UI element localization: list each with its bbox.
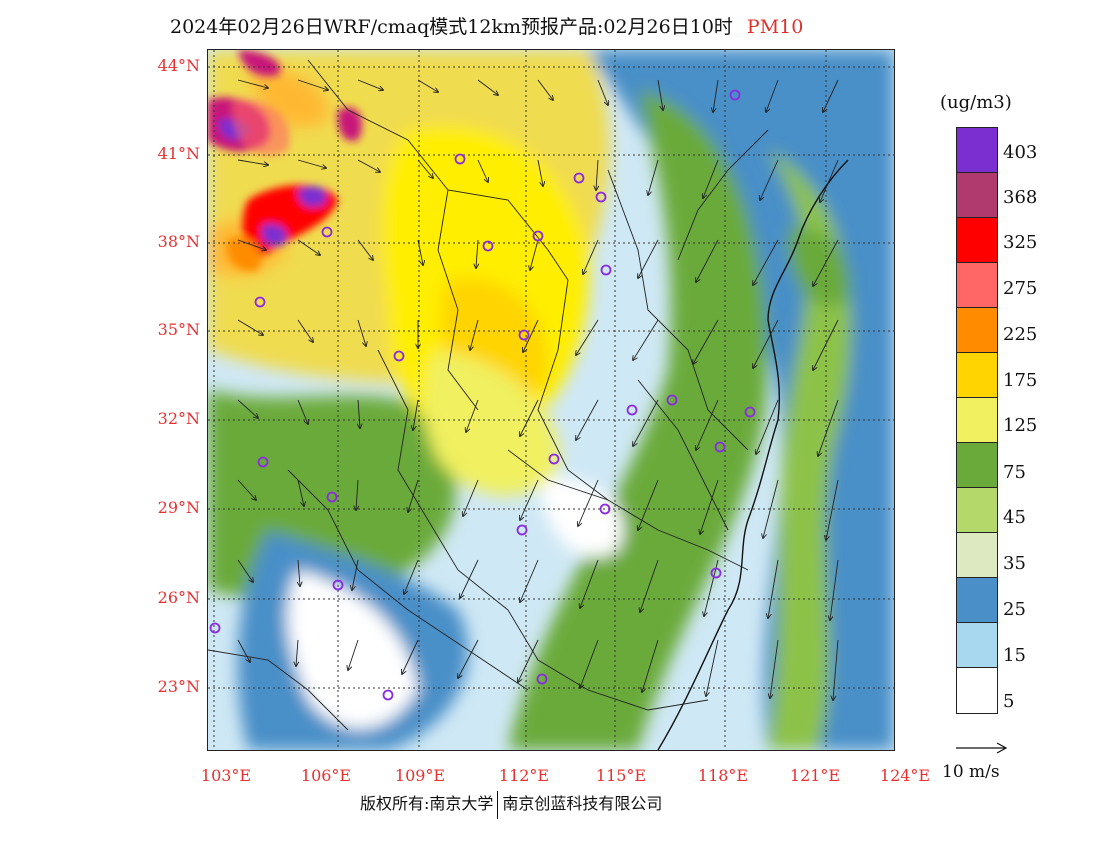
copyright-footer: 版权所有:南京大学 南京创蓝科技有限公司 (360, 790, 662, 819)
pm10-concentration-map (207, 49, 895, 751)
colorbar-label-325: 325 (1003, 232, 1038, 253)
colorbar-label-25: 25 (1003, 599, 1026, 620)
lon-label-124: 124°E (879, 766, 931, 785)
colorbar-label-403: 403 (1003, 142, 1038, 163)
colorbar-swatch (957, 308, 997, 353)
colorbar-label-15: 15 (1003, 645, 1026, 666)
colorbar-swatch (957, 218, 997, 263)
lat-label-41: 41°N (157, 144, 200, 163)
wind-vectors (237, 79, 839, 700)
colorbar-swatch (957, 353, 997, 398)
lon-label-118: 118°E (697, 766, 749, 785)
title-text: 2024年02月26日WRF/cmaq模式12km预报产品:02月26日10时 (170, 16, 733, 38)
lon-label-109: 109°E (394, 766, 446, 785)
lat-label-23: 23°N (157, 677, 200, 696)
colorbar-swatch (957, 488, 997, 533)
graticule (208, 50, 894, 750)
lat-label-38: 38°N (157, 232, 200, 251)
lon-label-115: 115°E (595, 766, 647, 785)
colorbar-swatch (957, 668, 997, 713)
map-field (208, 50, 894, 750)
colorbar-swatch (957, 578, 997, 623)
colorbar-label-275: 275 (1003, 278, 1038, 299)
lon-label-106: 106°E (300, 766, 352, 785)
colorbar-label-175: 175 (1003, 370, 1038, 391)
high-concentration-patches (208, 50, 362, 271)
colorbar-swatch (957, 533, 997, 578)
colorbar-label-5: 5 (1003, 691, 1015, 712)
pollutant-label: PM10 (746, 16, 804, 38)
colorbar-label-35: 35 (1003, 553, 1026, 574)
colorbar-unit: (ug/m3) (940, 92, 1012, 113)
map-title: 2024年02月26日WRF/cmaq模式12km预报产品:02月26日10时 P… (170, 12, 803, 39)
colorbar-swatch (957, 443, 997, 488)
colorbar-swatch (957, 173, 997, 218)
reference-arrow-icon (956, 742, 1008, 754)
lat-label-32: 32°N (157, 409, 200, 428)
lon-label-103: 103°E (200, 766, 252, 785)
concentration-field (208, 50, 894, 750)
colorbar-label-368: 368 (1003, 187, 1038, 208)
copyright-right: 南京创蓝科技有限公司 (502, 794, 663, 813)
colorbar-swatch (957, 623, 997, 668)
coastline (657, 159, 849, 750)
lat-label-26: 26°N (157, 588, 200, 607)
reference-vector-label: 10 m/s (942, 762, 1000, 782)
lat-label-35: 35°N (157, 320, 200, 339)
colorbar-label-225: 225 (1003, 324, 1038, 345)
lat-label-29: 29°N (157, 498, 200, 517)
colorbar-label-45: 45 (1003, 507, 1026, 528)
copyright-left: 版权所有:南京大学 (360, 794, 494, 813)
colorbar-swatch (957, 128, 997, 173)
colorbar-label-75: 75 (1003, 462, 1026, 483)
lat-label-44: 44°N (157, 56, 200, 75)
colorbar (956, 127, 998, 714)
colorbar-swatch (957, 398, 997, 443)
colorbar-label-125: 125 (1003, 415, 1038, 436)
colorbar-swatch (957, 263, 997, 308)
lon-label-112: 112°E (498, 766, 550, 785)
footer-divider (497, 790, 499, 819)
lon-label-121: 121°E (789, 766, 841, 785)
city-markers (209, 89, 756, 701)
